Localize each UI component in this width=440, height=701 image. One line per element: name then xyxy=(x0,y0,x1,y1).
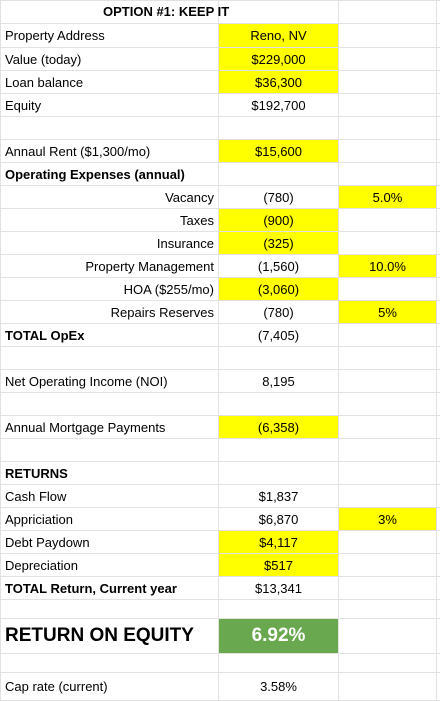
grid-line xyxy=(0,369,440,370)
grid-line xyxy=(338,0,339,700)
cell-value: (780) xyxy=(263,304,294,320)
cell-value: $229,000 xyxy=(219,48,338,70)
grid-line xyxy=(0,300,440,301)
cell-value: $6,870 xyxy=(258,511,299,527)
row-label: Loan balance xyxy=(5,74,84,90)
grid-line xyxy=(0,254,440,255)
row-label: Appriciation xyxy=(5,511,73,527)
row-label: Property Address xyxy=(5,28,105,43)
cell-value: (780) xyxy=(263,189,294,205)
row-label: Value (today) xyxy=(5,51,82,67)
grid-line xyxy=(0,323,440,324)
cell-value: (7,405) xyxy=(257,327,300,343)
grid-line xyxy=(0,461,440,462)
row-label: Annaul Rent ($1,300/mo) xyxy=(5,143,151,159)
grid-line xyxy=(0,599,440,600)
row-label: RETURN ON EQUITY xyxy=(5,625,194,646)
cell-value: 8,195 xyxy=(262,373,295,389)
cell-value: (325) xyxy=(219,232,338,254)
grid-line xyxy=(218,0,219,700)
grid-line xyxy=(0,507,440,508)
cell-value: 5.0% xyxy=(339,186,436,208)
grid-line xyxy=(0,653,440,654)
grid-line xyxy=(0,438,440,439)
row-label: Cap rate (current) xyxy=(5,679,108,694)
grid-line xyxy=(0,231,440,232)
row-label: Property Management xyxy=(85,258,214,274)
grid-line xyxy=(0,277,440,278)
grid-line xyxy=(0,484,440,485)
row-label: HOA ($255/mo) xyxy=(123,281,214,297)
cell-value: $517 xyxy=(219,554,338,576)
grid-line xyxy=(0,530,440,531)
grid-line xyxy=(0,139,440,140)
grid-line xyxy=(0,415,440,416)
row-label: Operating Expenses (annual) xyxy=(5,166,185,182)
cell-value: Reno, NV xyxy=(219,24,338,47)
grid-line xyxy=(0,208,440,209)
row-label: Depreciation xyxy=(5,557,78,573)
cell-value: (3,060) xyxy=(219,278,338,300)
row-label: Equity xyxy=(5,97,42,113)
grid-line xyxy=(0,672,440,673)
grid-line xyxy=(0,346,440,347)
grid-line xyxy=(0,618,440,619)
sheet-title: OPTION #1: KEEP IT xyxy=(103,4,230,19)
grid-line xyxy=(0,93,440,94)
row-label: TOTAL Return, Current year xyxy=(5,580,177,596)
row-label: Annual Mortgage Payments xyxy=(5,419,166,435)
row-label: Debt Paydown xyxy=(5,534,90,550)
grid-line xyxy=(0,47,440,48)
row-label: Net Operating Income (NOI) xyxy=(5,373,168,389)
row-label: Vacancy xyxy=(165,189,214,205)
row-label: Cash Flow xyxy=(5,488,67,504)
row-label: Repairs Reserves xyxy=(110,304,214,320)
grid-line xyxy=(0,0,440,1)
grid-line xyxy=(0,23,440,24)
grid-line xyxy=(0,553,440,554)
cell-value: 5% xyxy=(339,301,436,323)
grid-line xyxy=(0,116,440,117)
cell-value: (6,358) xyxy=(219,416,338,438)
row-label: RETURNS xyxy=(5,465,68,481)
grid-line xyxy=(0,0,1,700)
cell-value: $192,700 xyxy=(251,97,306,113)
grid-line xyxy=(436,0,437,700)
cell-value: (1,560) xyxy=(257,258,300,274)
grid-line xyxy=(0,576,440,577)
row-label: TOTAL OpEx xyxy=(5,327,85,343)
grid-line xyxy=(0,392,440,393)
cell-value: $1,837 xyxy=(258,488,299,504)
grid-line xyxy=(0,70,440,71)
row-label: Taxes xyxy=(180,212,214,228)
cell-value: (900) xyxy=(219,209,338,231)
cell-value: $4,117 xyxy=(219,531,338,553)
cell-value: 3% xyxy=(339,508,436,530)
grid-line xyxy=(0,185,440,186)
cell-value: $36,300 xyxy=(219,71,338,93)
cell-value: $15,600 xyxy=(219,140,338,162)
cell-value: 6.92% xyxy=(219,619,338,653)
cell-value: 10.0% xyxy=(339,255,436,277)
grid-line xyxy=(0,162,440,163)
cell-value: $13,341 xyxy=(255,580,302,596)
cell-value: 3.58% xyxy=(260,679,297,694)
row-label: Insurance xyxy=(156,235,214,251)
